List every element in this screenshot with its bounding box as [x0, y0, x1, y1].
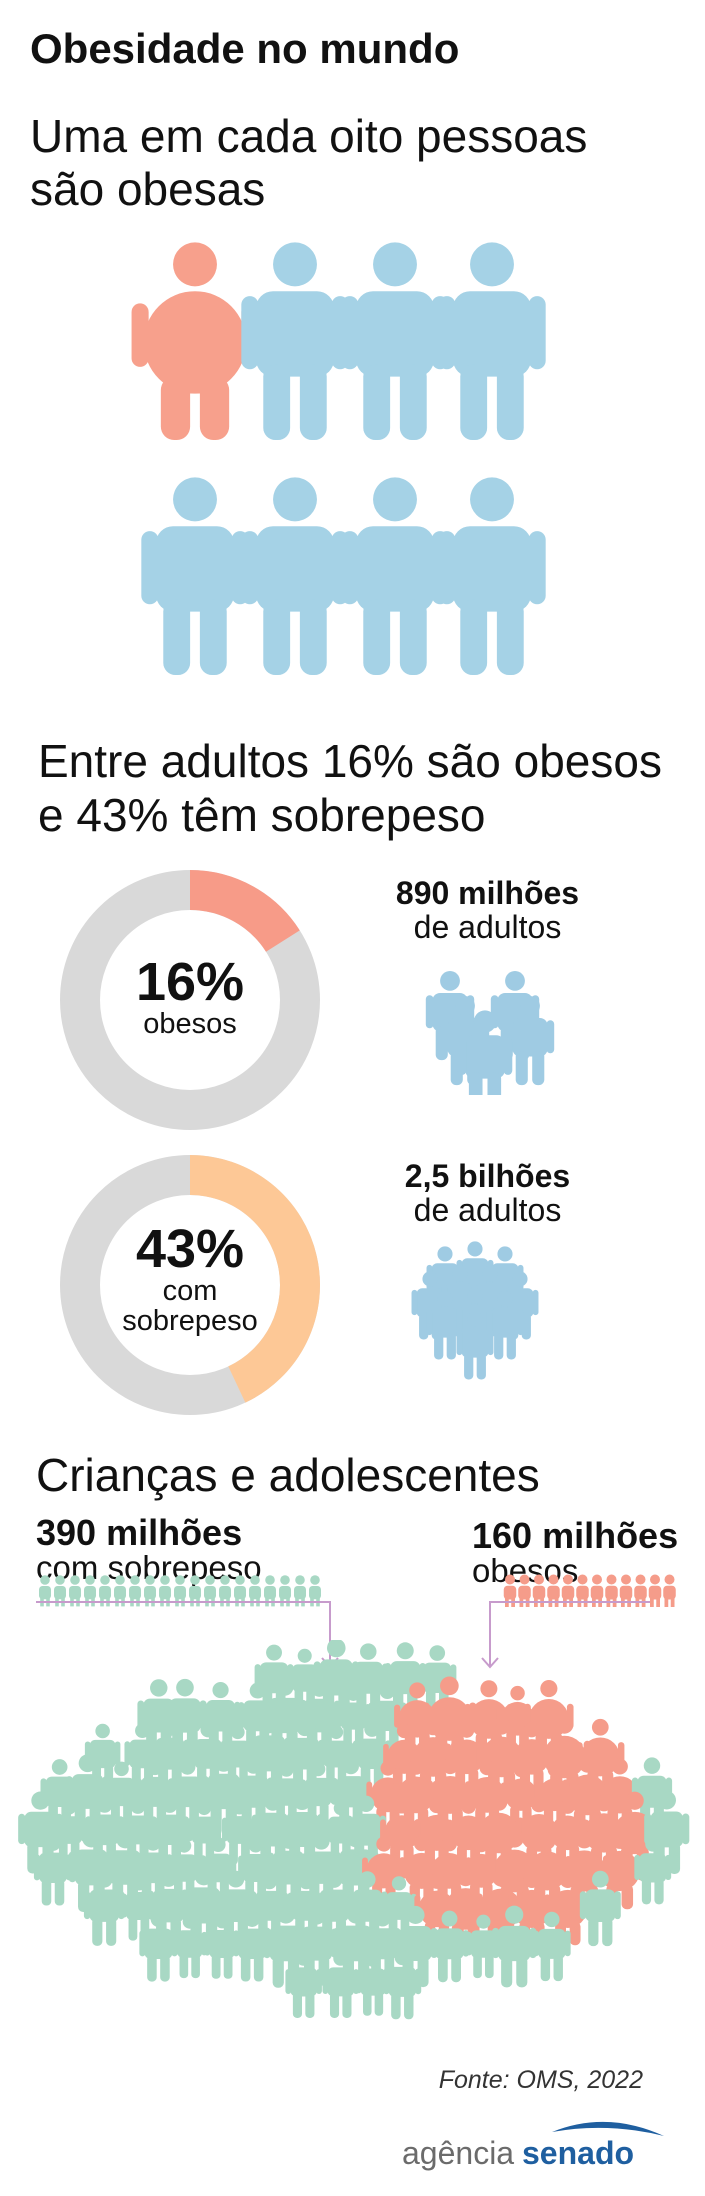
- person-icon: [438, 242, 545, 440]
- ratio-heading: Uma em cada oito pessoas são obesas: [30, 110, 680, 216]
- overweight-adults-count: 2,5 bilhões de adultos: [355, 1160, 620, 1227]
- adults-group-large-icon: [400, 1230, 550, 1380]
- ratio-pictogram: [0, 230, 705, 700]
- adults-heading-line2: e 43% têm sobrepeso: [38, 789, 698, 843]
- adults-heading-line1: Entre adultos 16% são obesos: [38, 735, 698, 789]
- agencia-senado-logo: agência senado: [402, 2116, 672, 2172]
- overweight-percent: 43%: [75, 1222, 305, 1276]
- page-title: Obesidade no mundo: [30, 26, 459, 72]
- obese-adults-count: 890 milhões de adultos: [355, 877, 620, 944]
- obese-label: obesos: [75, 1009, 305, 1039]
- overweight-donut-label: 43% com sobrepeso: [75, 1222, 305, 1337]
- person-icon: [141, 477, 248, 675]
- logo-swoosh: [552, 2122, 664, 2136]
- person-icon: [241, 242, 348, 440]
- kids-heading: Crianças e adolescentes: [36, 1450, 540, 1501]
- kids-overweight-value: 390 milhões: [36, 1515, 262, 1551]
- overweight-count-unit: de adultos: [355, 1194, 620, 1228]
- overweight-label-line1: com: [75, 1276, 305, 1306]
- overweight-label-line2: sobrepeso: [75, 1306, 305, 1336]
- adults-group-small-icon: [405, 945, 565, 1095]
- logo-text-part1: agência: [402, 2135, 514, 2171]
- kid-mini-icon: [663, 1575, 676, 1608]
- person-icon: [438, 477, 545, 675]
- obese-percent: 16%: [75, 955, 305, 1009]
- person-icon: [241, 477, 348, 675]
- overweight-count-value: 2,5 bilhões: [355, 1160, 620, 1194]
- obese-count-value: 890 milhões: [355, 877, 620, 911]
- person-icon: [341, 242, 448, 440]
- adults-heading: Entre adultos 16% são obesos e 43% têm s…: [38, 735, 698, 843]
- obese-count-unit: de adultos: [355, 911, 620, 945]
- logo-text-part2: senado: [522, 2135, 634, 2171]
- ratio-heading-line1: Uma em cada oito pessoas: [30, 110, 680, 163]
- obese-donut-segment: [190, 890, 283, 941]
- source-note: Fonte: OMS, 2022: [439, 2066, 643, 2095]
- obese-donut-label: 16% obesos: [75, 955, 305, 1039]
- person-icon: [341, 477, 448, 675]
- obese-person-icon: [132, 242, 259, 440]
- kids-obese-value: 160 milhões: [472, 1518, 678, 1554]
- ratio-heading-line2: são obesas: [30, 163, 680, 216]
- kid-mini-icon: [649, 1575, 662, 1608]
- kids-crowd-illustration: [0, 1640, 705, 2020]
